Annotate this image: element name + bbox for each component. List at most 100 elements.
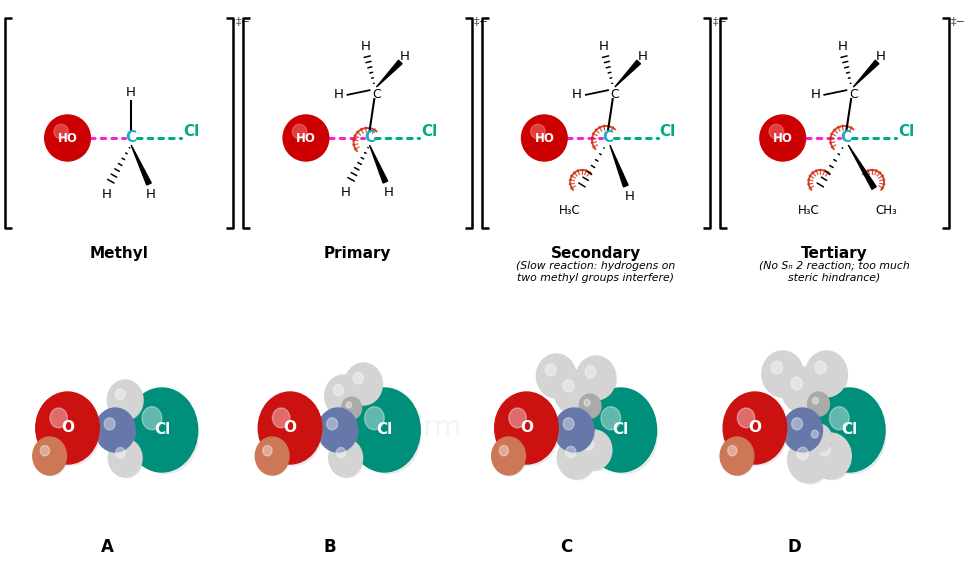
Ellipse shape bbox=[792, 418, 802, 430]
Ellipse shape bbox=[805, 351, 847, 397]
Text: nodrm        com: nodrm com bbox=[371, 414, 591, 442]
Ellipse shape bbox=[499, 445, 508, 456]
Ellipse shape bbox=[576, 356, 616, 400]
Ellipse shape bbox=[813, 388, 885, 472]
Text: H: H bbox=[810, 89, 821, 101]
Ellipse shape bbox=[41, 445, 49, 456]
Ellipse shape bbox=[563, 380, 574, 392]
Ellipse shape bbox=[820, 396, 886, 473]
Ellipse shape bbox=[813, 438, 852, 480]
Ellipse shape bbox=[819, 444, 831, 456]
Text: H: H bbox=[341, 185, 350, 199]
Ellipse shape bbox=[580, 361, 617, 401]
Text: C: C bbox=[602, 131, 614, 146]
Ellipse shape bbox=[328, 379, 363, 418]
Ellipse shape bbox=[258, 392, 321, 464]
Circle shape bbox=[522, 115, 567, 161]
Text: HO: HO bbox=[58, 131, 77, 145]
Text: H: H bbox=[638, 50, 648, 63]
Text: C: C bbox=[849, 88, 858, 100]
Text: Cl: Cl bbox=[154, 423, 170, 438]
Text: Cl: Cl bbox=[841, 423, 858, 438]
Text: Cl: Cl bbox=[183, 124, 199, 139]
Text: H: H bbox=[624, 190, 635, 203]
Text: Primary: Primary bbox=[324, 246, 391, 261]
Ellipse shape bbox=[133, 396, 198, 473]
Text: C: C bbox=[372, 88, 380, 100]
Text: H: H bbox=[102, 188, 111, 200]
Ellipse shape bbox=[809, 395, 830, 416]
Text: H: H bbox=[572, 89, 582, 101]
Polygon shape bbox=[377, 60, 402, 87]
Ellipse shape bbox=[797, 447, 808, 460]
Text: C: C bbox=[126, 131, 136, 146]
Ellipse shape bbox=[272, 408, 289, 428]
Text: (No Sₙ 2 reaction; too much
steric hindrance): (No Sₙ 2 reaction; too much steric hindr… bbox=[759, 261, 910, 283]
Text: Secondary: Secondary bbox=[551, 246, 641, 261]
Text: H: H bbox=[383, 185, 393, 199]
Ellipse shape bbox=[579, 394, 601, 418]
Ellipse shape bbox=[99, 412, 136, 453]
Text: Tertiary: Tertiary bbox=[801, 246, 867, 261]
Text: HO: HO bbox=[772, 131, 793, 145]
Ellipse shape bbox=[495, 392, 559, 464]
Ellipse shape bbox=[807, 392, 830, 416]
Ellipse shape bbox=[110, 384, 143, 421]
Ellipse shape bbox=[786, 412, 823, 453]
Ellipse shape bbox=[785, 372, 824, 414]
Text: H: H bbox=[400, 50, 409, 63]
Ellipse shape bbox=[115, 389, 125, 400]
Ellipse shape bbox=[105, 418, 115, 430]
Ellipse shape bbox=[792, 442, 830, 484]
Ellipse shape bbox=[545, 364, 557, 376]
Text: C: C bbox=[560, 538, 572, 556]
Ellipse shape bbox=[365, 407, 384, 430]
Ellipse shape bbox=[258, 441, 289, 476]
Text: Cl: Cl bbox=[377, 423, 393, 438]
Ellipse shape bbox=[321, 412, 358, 453]
Ellipse shape bbox=[729, 399, 787, 465]
Text: H₃C: H₃C bbox=[560, 204, 581, 217]
Ellipse shape bbox=[720, 437, 754, 475]
Ellipse shape bbox=[353, 372, 363, 384]
Ellipse shape bbox=[558, 374, 594, 415]
Ellipse shape bbox=[771, 361, 782, 374]
Ellipse shape bbox=[509, 408, 527, 428]
Text: H: H bbox=[146, 188, 156, 200]
Ellipse shape bbox=[345, 363, 382, 405]
Ellipse shape bbox=[723, 441, 754, 476]
Ellipse shape bbox=[495, 441, 526, 476]
Ellipse shape bbox=[808, 427, 832, 453]
Ellipse shape bbox=[536, 354, 576, 398]
Ellipse shape bbox=[555, 408, 594, 452]
Ellipse shape bbox=[563, 418, 574, 430]
Text: ‡−: ‡− bbox=[712, 17, 727, 27]
Ellipse shape bbox=[830, 407, 849, 430]
Ellipse shape bbox=[500, 399, 559, 465]
Ellipse shape bbox=[108, 439, 142, 477]
Ellipse shape bbox=[581, 396, 601, 419]
Ellipse shape bbox=[585, 388, 656, 472]
Ellipse shape bbox=[584, 439, 594, 450]
Ellipse shape bbox=[805, 424, 832, 452]
Ellipse shape bbox=[36, 392, 100, 464]
Text: O: O bbox=[748, 420, 762, 435]
Ellipse shape bbox=[264, 399, 322, 465]
Text: O: O bbox=[520, 420, 533, 435]
Ellipse shape bbox=[336, 448, 346, 458]
Text: D: D bbox=[788, 538, 802, 556]
Ellipse shape bbox=[783, 408, 823, 452]
Text: H: H bbox=[334, 89, 344, 101]
Polygon shape bbox=[610, 145, 628, 187]
Ellipse shape bbox=[111, 443, 142, 478]
Ellipse shape bbox=[33, 437, 67, 475]
Polygon shape bbox=[370, 145, 387, 183]
Polygon shape bbox=[848, 145, 876, 190]
Text: Cl: Cl bbox=[898, 124, 914, 139]
Ellipse shape bbox=[262, 445, 272, 456]
Text: ‡−: ‡− bbox=[473, 17, 489, 27]
Ellipse shape bbox=[348, 388, 420, 472]
Text: ‡−: ‡− bbox=[235, 17, 251, 27]
Ellipse shape bbox=[50, 408, 68, 428]
Circle shape bbox=[283, 115, 329, 161]
